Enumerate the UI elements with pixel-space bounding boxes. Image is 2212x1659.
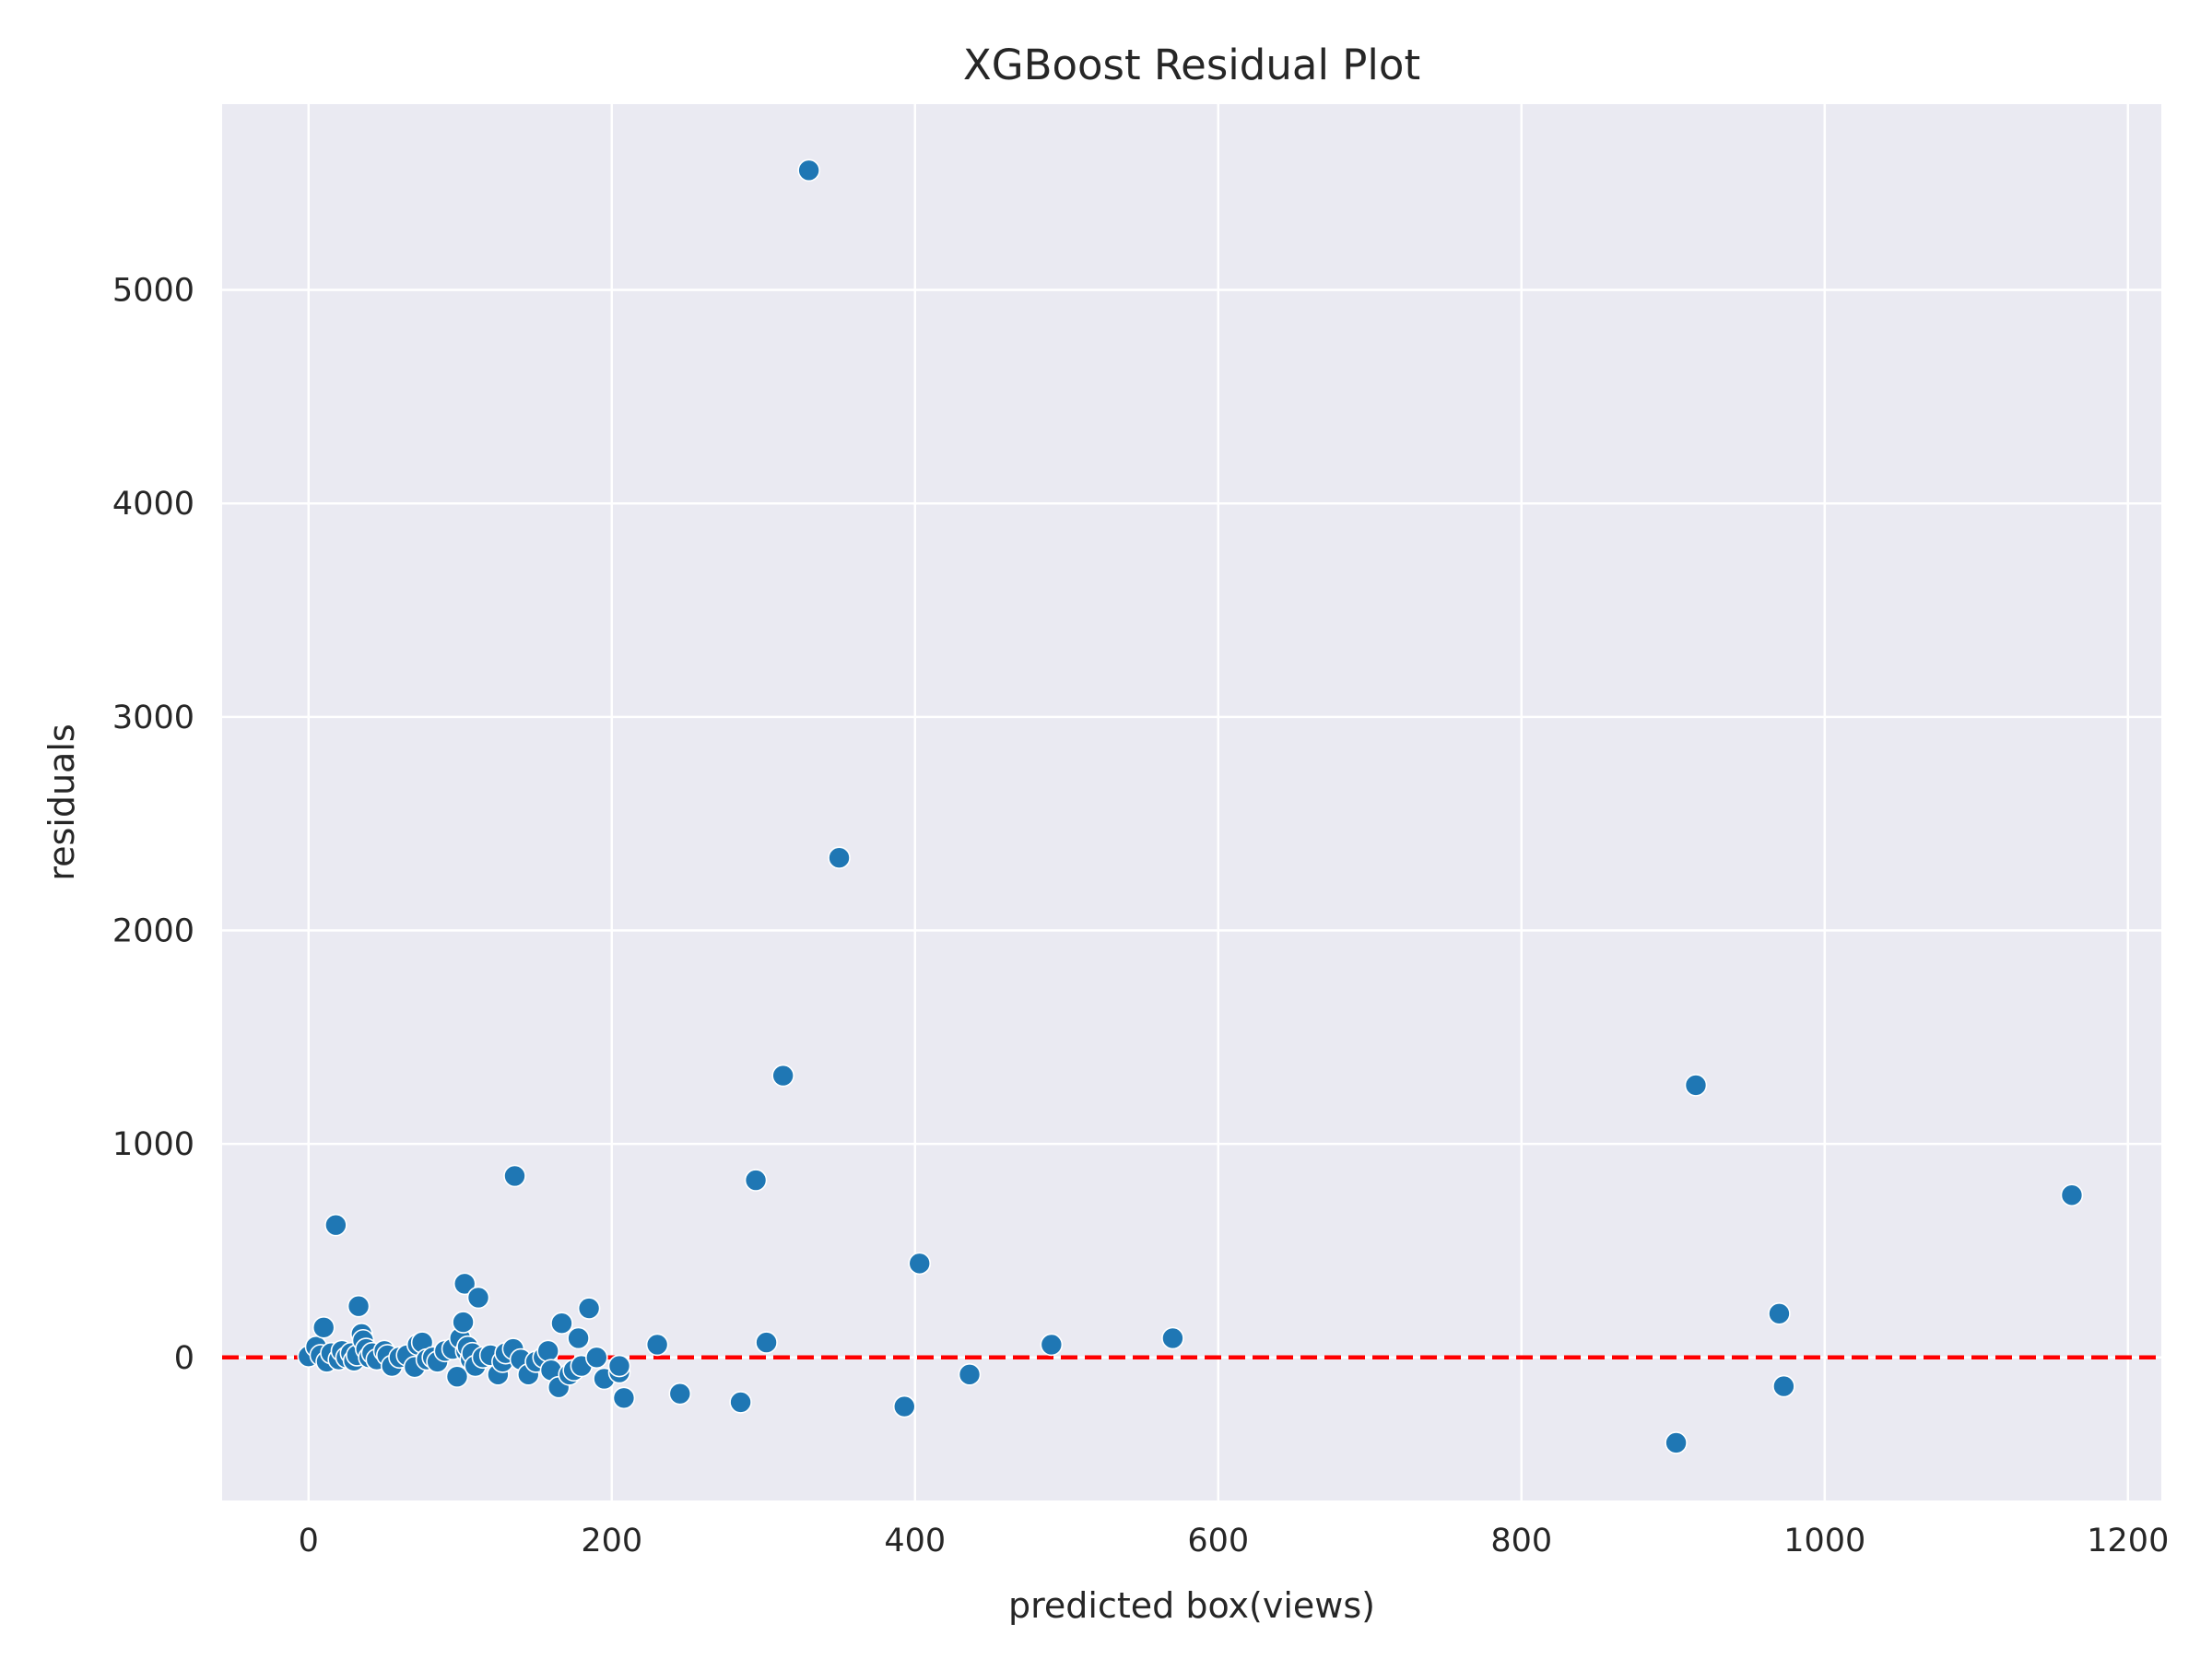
data-point	[1684, 1074, 1708, 1097]
y-tick-label: 1000	[112, 1126, 194, 1163]
y-tick-label: 0	[174, 1340, 194, 1377]
grid-lines	[222, 104, 2161, 1500]
data-point	[567, 1326, 590, 1350]
data-points	[297, 159, 2084, 1454]
data-point	[668, 1382, 692, 1406]
data-point	[908, 1252, 932, 1276]
data-point	[744, 1169, 768, 1192]
data-point	[347, 1294, 371, 1318]
data-point	[503, 1164, 526, 1188]
data-point	[1665, 1431, 1688, 1454]
data-point	[1161, 1326, 1184, 1350]
plot-background	[222, 104, 2161, 1500]
data-point	[612, 1386, 636, 1410]
y-tick-label: 4000	[112, 486, 194, 523]
x-tick-label: 0	[299, 1523, 319, 1559]
data-point	[1768, 1302, 1791, 1325]
chart-title: XGBoost Residual Plot	[963, 41, 1420, 89]
x-tick-label: 600	[1187, 1523, 1249, 1559]
data-point	[453, 1272, 477, 1296]
data-point	[312, 1316, 335, 1339]
data-point	[2060, 1183, 2084, 1207]
x-tick-label: 1000	[1783, 1523, 1865, 1559]
x-tick-labels: 0 200 400 600 800 1000 1200	[299, 1523, 2170, 1559]
data-point	[577, 1297, 601, 1320]
data-point	[828, 846, 851, 870]
x-tick-label: 200	[581, 1523, 642, 1559]
y-tick-label: 5000	[112, 273, 194, 310]
data-point	[536, 1339, 559, 1363]
x-tick-label: 1200	[2087, 1523, 2169, 1559]
data-point	[1040, 1333, 1064, 1357]
data-point	[729, 1391, 752, 1414]
data-point	[550, 1312, 573, 1335]
x-tick-label: 800	[1490, 1523, 1552, 1559]
y-tick-label: 3000	[112, 700, 194, 736]
data-point	[958, 1363, 982, 1386]
data-point	[1772, 1374, 1795, 1398]
x-tick-label: 400	[884, 1523, 946, 1559]
y-tick-label: 2000	[112, 912, 194, 949]
data-point	[645, 1333, 669, 1357]
data-point	[797, 159, 820, 182]
data-point	[466, 1286, 490, 1310]
data-point	[607, 1354, 631, 1378]
data-point	[452, 1311, 475, 1334]
data-point	[771, 1064, 794, 1088]
data-point	[585, 1346, 608, 1370]
y-tick-labels: 0 1000 2000 3000 4000 5000	[112, 273, 194, 1377]
data-point	[324, 1213, 347, 1237]
x-axis-label: predicted box(views)	[1008, 1585, 1375, 1626]
data-point	[892, 1394, 916, 1418]
y-axis-label: residuals	[41, 724, 82, 880]
data-point	[755, 1331, 778, 1354]
data-point	[445, 1365, 469, 1388]
